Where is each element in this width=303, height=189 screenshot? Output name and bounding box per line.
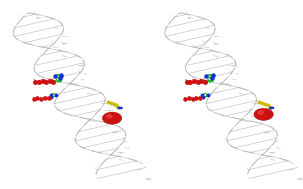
Circle shape [106,115,112,118]
Circle shape [102,112,122,124]
Circle shape [254,108,273,120]
Circle shape [258,111,263,114]
